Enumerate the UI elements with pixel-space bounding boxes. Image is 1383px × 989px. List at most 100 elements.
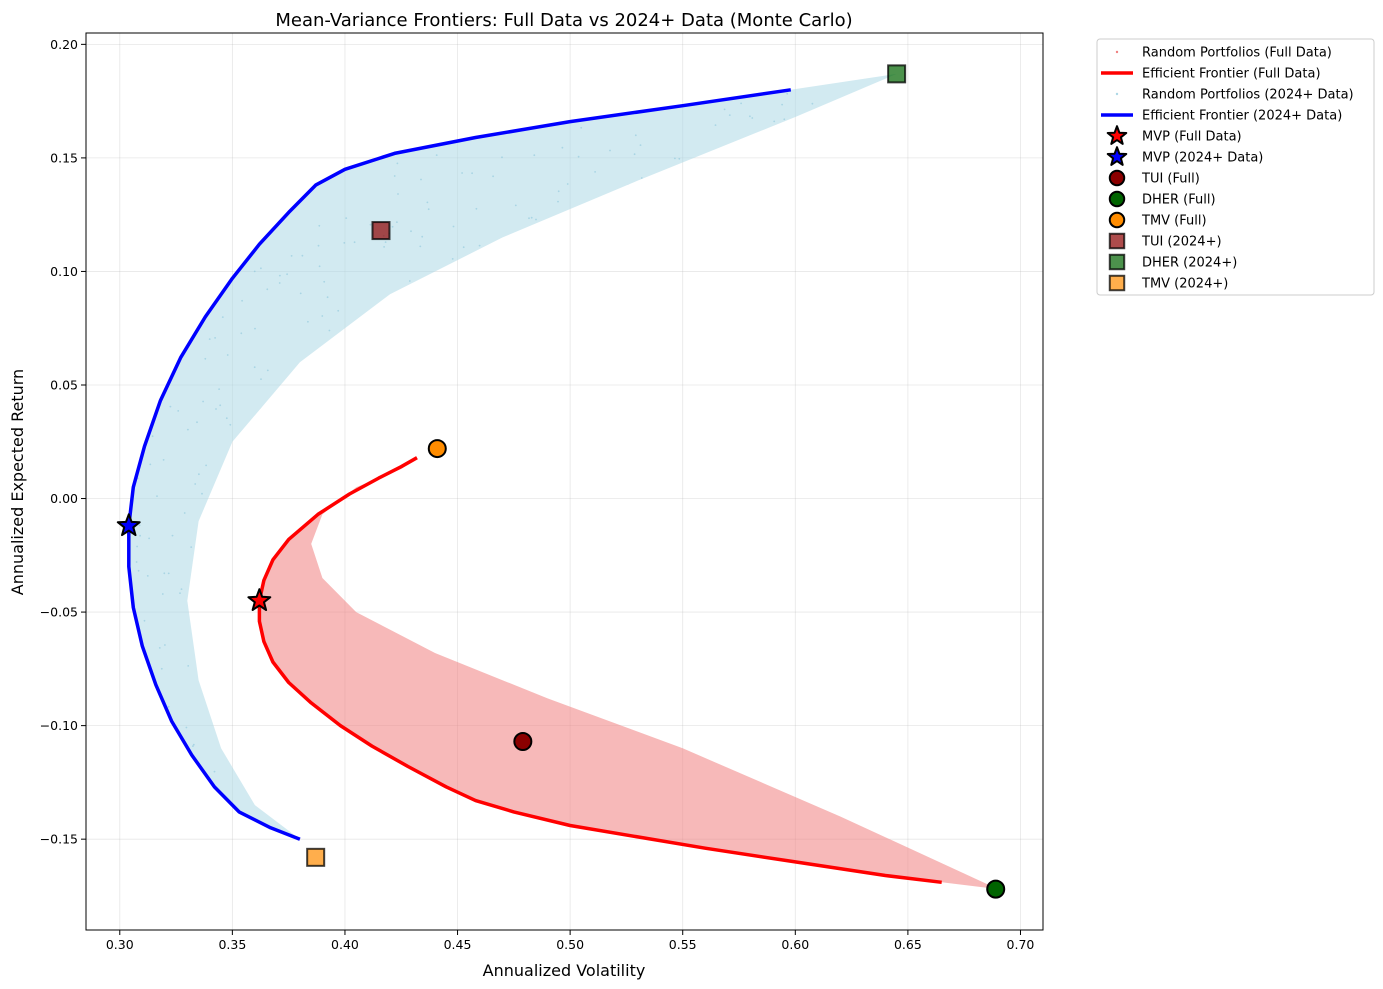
cloud-point <box>728 114 731 116</box>
cloud-point <box>391 225 394 228</box>
y-tick-label: −0.10 <box>40 718 78 733</box>
legend-label: TUI (Full) <box>1141 172 1200 187</box>
cloud-point <box>187 665 190 667</box>
dher-full-marker <box>986 879 1006 899</box>
cloud-point <box>566 183 569 185</box>
cloud-point <box>167 705 170 708</box>
legend-swatch <box>1115 92 1119 96</box>
cloud-point <box>266 288 269 291</box>
cloud-point <box>318 265 321 268</box>
cloud-point <box>162 459 165 461</box>
cloud-point <box>149 463 152 466</box>
cloud-point <box>561 146 564 149</box>
cloud-point <box>213 770 216 773</box>
cloud-point <box>634 134 637 137</box>
cloud-point <box>205 464 208 467</box>
cloud-point <box>343 242 346 244</box>
cloud-point <box>533 154 536 157</box>
tui-full-marker <box>513 732 533 752</box>
legend-swatch <box>1108 211 1126 229</box>
legend-label: MVP (Full Data) <box>1142 130 1242 145</box>
cloud-point <box>751 117 754 119</box>
cloud-point <box>452 225 455 228</box>
y-tick-label: −0.15 <box>40 832 78 847</box>
cloud-point <box>229 423 232 426</box>
cloud-point <box>307 320 309 323</box>
plot-frame <box>85 32 1044 931</box>
cloud-point <box>781 103 783 106</box>
cloud-point <box>577 155 580 158</box>
legend-item: Random Portfolios (Full Data) <box>1115 46 1332 61</box>
cloud-point <box>811 102 814 105</box>
y-axis-label: Annualized Expected Return <box>8 369 27 595</box>
legend-item: TUI (Full) <box>1108 169 1200 187</box>
cloud-point <box>773 120 776 123</box>
tmv-full-marker <box>427 439 447 459</box>
cloud-point <box>337 309 340 312</box>
cloud-point <box>260 378 262 380</box>
mvp-2024-data-marker <box>116 513 141 537</box>
cloud-point <box>146 575 149 577</box>
cloud-point <box>369 223 372 226</box>
cloud-point <box>180 588 183 590</box>
cloud-point <box>148 537 151 540</box>
y-tick-label: 0.10 <box>50 264 78 279</box>
cloud-point <box>290 255 293 257</box>
cloud-point <box>219 404 222 407</box>
legend-swatch <box>1115 50 1119 54</box>
legend-label: Efficient Frontier (Full Data) <box>1142 67 1321 82</box>
cloud-point <box>674 157 676 160</box>
cloud-point <box>171 534 174 537</box>
cloud-point <box>475 207 478 210</box>
cloud-point <box>135 561 138 563</box>
cloud-point <box>214 337 217 339</box>
cloud-point <box>169 405 172 408</box>
cloud-point <box>678 157 681 160</box>
legend-label: TMV (Full) <box>1141 214 1207 229</box>
legend-swatch <box>1108 232 1126 250</box>
cloud-point <box>492 175 494 178</box>
cloud-point <box>143 619 146 622</box>
cloud-point <box>299 292 302 295</box>
cloud-point <box>640 177 643 179</box>
cloud-point <box>580 126 583 129</box>
cloud-point <box>396 221 398 224</box>
cloud-point <box>151 435 154 438</box>
cloud-point <box>478 244 481 247</box>
cloud-point <box>192 745 194 747</box>
x-axis-label: Annualized Volatility <box>483 961 646 980</box>
frontier-lines <box>127 88 942 885</box>
chart-title: Mean-Variance Frontiers: Full Data vs 20… <box>275 10 852 31</box>
mvp-full-data-marker <box>247 588 272 611</box>
frontier-line <box>127 88 792 841</box>
cloud-point <box>557 190 560 193</box>
cloud-point <box>321 315 324 317</box>
cloud-point <box>198 473 200 476</box>
legend-swatch <box>1108 190 1126 208</box>
legend-label: DHER (2024+) <box>1142 256 1237 271</box>
cloud-point <box>426 201 429 204</box>
cloud-point <box>397 193 399 195</box>
cloud-point <box>528 217 530 220</box>
cloud-point <box>317 244 320 247</box>
cloud-point <box>462 246 465 249</box>
legend-item: MVP (Full Data) <box>1106 125 1242 145</box>
legend-label: DHER (Full) <box>1142 193 1216 208</box>
cloud-point <box>192 743 195 746</box>
cloud-point <box>160 667 163 670</box>
x-tick-label: 0.70 <box>1007 937 1035 952</box>
cloud-point <box>156 495 158 497</box>
legend-item: Random Portfolios (2024+ Data) <box>1115 88 1354 103</box>
cloud-point <box>185 726 188 729</box>
dher-2024-marker <box>887 64 907 84</box>
cloud-point <box>260 267 262 270</box>
legend-label: Random Portfolios (2024+ Data) <box>1142 88 1354 103</box>
cloud-point <box>218 388 221 390</box>
cloud-point <box>240 332 243 335</box>
markers <box>116 64 1006 899</box>
legend-box <box>1096 38 1375 296</box>
cloud-point <box>501 156 503 159</box>
legend-item: TMV (Full) <box>1108 211 1207 229</box>
cloud-point <box>253 270 256 273</box>
cloud-point <box>136 545 139 548</box>
